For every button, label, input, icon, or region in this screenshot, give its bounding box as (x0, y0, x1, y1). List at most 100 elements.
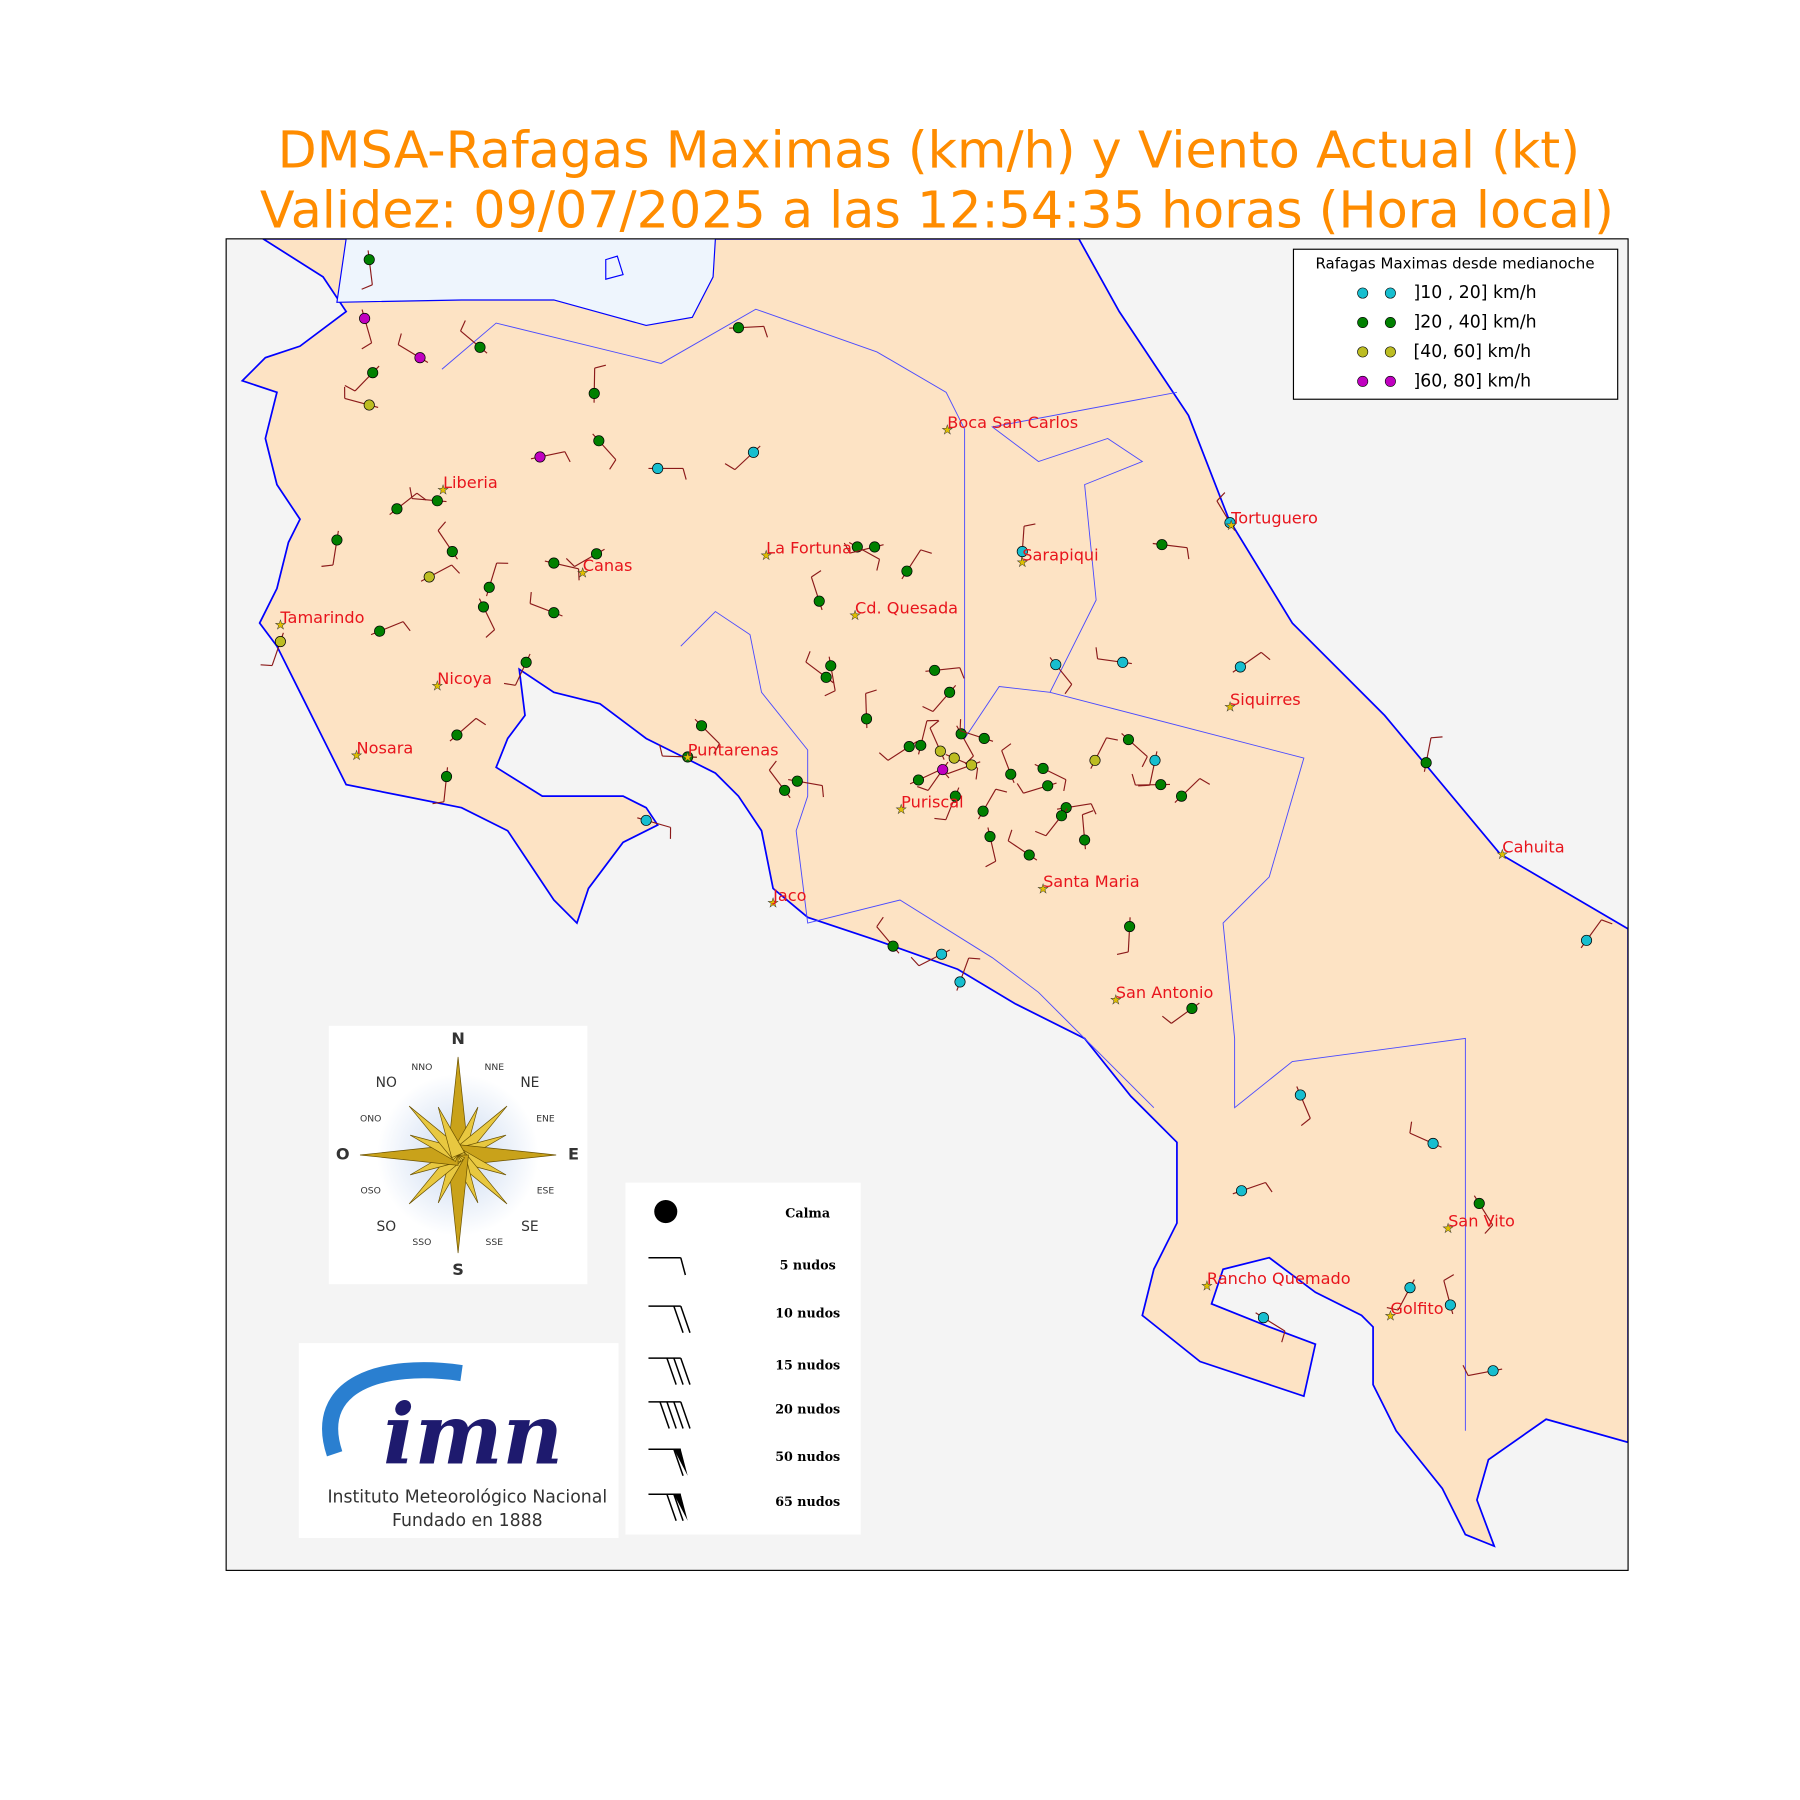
station (825, 660, 837, 672)
city-marker: ★ (767, 895, 778, 910)
wind-barb (1064, 684, 1073, 695)
map-frame (225, 238, 1629, 1571)
barb-label: 65 nudos (775, 1494, 840, 1509)
wind-barb (995, 788, 1008, 793)
compass-point (437, 1106, 465, 1159)
compass-label: ESE (537, 1186, 555, 1197)
station (820, 671, 832, 683)
compass-label: NO (376, 1075, 397, 1091)
title: Validez: 09/07/2025 a las 12:54:35 horas… (260, 180, 1614, 239)
legend-marker (1384, 317, 1396, 328)
station (912, 774, 924, 786)
city-label: San Antonio (1116, 983, 1214, 1002)
wind-barb (485, 629, 495, 638)
station (937, 764, 949, 776)
station (1404, 1282, 1416, 1294)
wind-barb (865, 689, 877, 695)
logo: imn Instituto Meteorológico Nacional Fun… (298, 1343, 619, 1539)
station (593, 435, 605, 447)
station (367, 367, 379, 379)
station (474, 341, 486, 353)
city-label: La Fortuna (766, 539, 852, 558)
legend-title: Rafagas Maximas desde medianoche (1315, 255, 1594, 273)
legend-marker (1357, 346, 1369, 358)
station (915, 739, 927, 751)
wind-barb (682, 468, 687, 480)
station (363, 399, 375, 411)
wind-barb (1141, 756, 1148, 768)
barb-symbol (666, 1357, 677, 1385)
station (732, 322, 744, 334)
wind-barb (1281, 1330, 1286, 1343)
station (954, 976, 966, 988)
wind-barb (1063, 779, 1067, 792)
wind-barb (1601, 919, 1613, 925)
legend-marker (1384, 346, 1396, 358)
city-marker: ★ (895, 802, 906, 817)
station (887, 940, 899, 952)
compass-label: SSO (412, 1237, 431, 1248)
wind-barb (959, 719, 962, 731)
wind-barb (1300, 1117, 1311, 1127)
station (446, 545, 458, 558)
station (695, 720, 708, 732)
wind-barb (503, 682, 516, 686)
compass: N NNE NE ENE E ESE SE SSE S SSO SO OSO O ONO NO NNO (328, 1025, 588, 1285)
barb-label: 10 nudos (775, 1306, 840, 1321)
station (779, 784, 791, 796)
barb-symbol (680, 1357, 691, 1385)
wind-barb (876, 916, 884, 928)
station (1016, 545, 1028, 558)
barb-symbol (680, 1401, 691, 1429)
city-marker: ★ (1017, 555, 1028, 570)
legend-label: ]20 , 40] km/h (1413, 313, 1536, 333)
station (934, 745, 946, 757)
wind-barb (1023, 523, 1036, 527)
wind-barb (959, 667, 965, 679)
wind-barb (609, 459, 617, 470)
legend-marker (1357, 287, 1369, 299)
city-label: Nosara (357, 738, 414, 757)
compass-label: OSO (360, 1186, 380, 1197)
station (483, 581, 495, 593)
wind-barb (460, 320, 466, 332)
compass-label: ONO (360, 1113, 381, 1124)
barb-symbol (680, 1305, 691, 1333)
barb-symbol (673, 1357, 684, 1385)
barb-symbol (673, 1401, 684, 1429)
barb-symbol (666, 1401, 677, 1429)
city-label: Tortuguero (1230, 509, 1318, 528)
station (1156, 539, 1168, 551)
legend-marker (1357, 317, 1369, 328)
city-marker: ★ (1201, 1278, 1212, 1293)
legend-marker (1384, 375, 1396, 387)
city-marker: ★ (432, 678, 443, 693)
station (640, 814, 652, 826)
station (869, 541, 881, 553)
station (747, 446, 759, 458)
border (441, 308, 1466, 1431)
compass-label: ENE (536, 1113, 555, 1124)
barb-legend: Calma 5 nudos 10 nudos 15 nudos 20 nudos 50 n… (625, 1182, 861, 1535)
city-marker: ★ (1385, 1308, 1396, 1323)
wind-barb (437, 521, 447, 531)
compass-label: O (336, 1145, 350, 1164)
wind-barb (397, 333, 402, 345)
barb-label: 50 nudos (775, 1449, 840, 1464)
city-marker: ★ (682, 750, 693, 765)
wind-barb (321, 564, 334, 567)
wind-barb (1116, 951, 1129, 955)
wind-barb (934, 817, 946, 821)
city-label: Golfito (1390, 1299, 1443, 1318)
barb-label: Calma (785, 1205, 830, 1220)
city-label: San Vito (1448, 1211, 1515, 1230)
legend-marker (1357, 375, 1369, 387)
station (359, 312, 371, 324)
wind-barb (1095, 647, 1099, 659)
wind-barb (917, 786, 929, 791)
wind-barb (361, 284, 373, 290)
wind-barb (475, 717, 487, 726)
wind-barb (1386, 1307, 1399, 1311)
compass-label: NE (520, 1075, 539, 1091)
station (1186, 1002, 1198, 1014)
